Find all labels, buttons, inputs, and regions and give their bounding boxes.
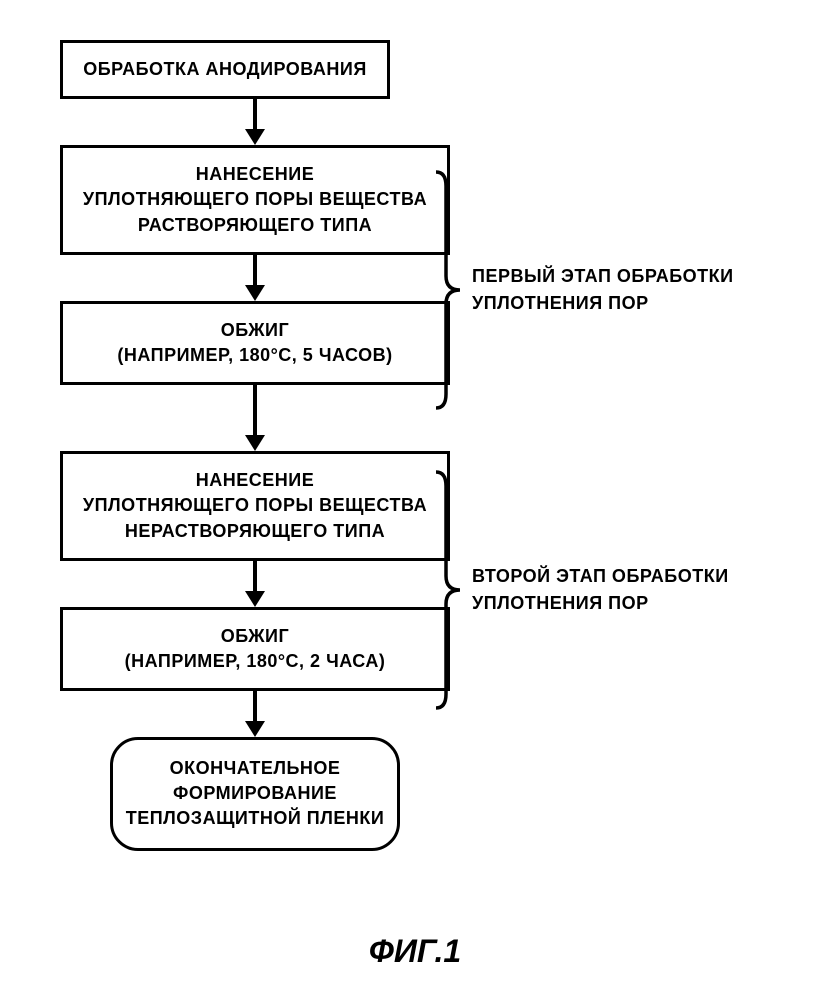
step-label: ОБРАБОТКА АНОДИРОВАНИЯ — [83, 59, 367, 79]
arrow — [60, 385, 450, 451]
step-label: ОБЖИГ — [221, 626, 289, 646]
arrow-head-icon — [245, 285, 265, 301]
figure-caption: ФИГ.1 — [369, 933, 461, 970]
brace-icon — [434, 170, 462, 410]
arrow-line — [253, 385, 257, 437]
arrow-head-icon — [245, 435, 265, 451]
step-firing-1: ОБЖИГ (НАПРИМЕР, 180°C, 5 ЧАСОВ) — [60, 301, 450, 385]
flowchart: ОБРАБОТКА АНОДИРОВАНИЯ НАНЕСЕНИЕ УПЛОТНЯ… — [60, 40, 810, 851]
step-anodizing: ОБРАБОТКА АНОДИРОВАНИЯ — [60, 40, 390, 99]
brace-label: ПЕРВЫЙ ЭТАП ОБРАБОТКИ УПЛОТНЕНИЯ ПОР — [472, 263, 734, 317]
arrow-head-icon — [245, 721, 265, 737]
step-label: НЕРАСТВОРЯЮЩЕГО ТИПА — [125, 521, 385, 541]
step-label: НАНЕСЕНИЕ — [196, 164, 314, 184]
step-final-formation: ОКОНЧАТЕЛЬНОЕ ФОРМИРОВАНИЕ ТЕПЛОЗАЩИТНОЙ… — [110, 737, 400, 851]
step-firing-2: ОБЖИГ (НАПРИМЕР, 180°C, 2 ЧАСА) — [60, 607, 450, 691]
step-label: ОБЖИГ — [221, 320, 289, 340]
arrow-line — [253, 255, 257, 287]
brace-group-1: ПЕРВЫЙ ЭТАП ОБРАБОТКИ УПЛОТНЕНИЯ ПОР — [434, 170, 734, 410]
arrow-line — [253, 691, 257, 723]
step-label: (НАПРИМЕР, 180°C, 2 ЧАСА) — [125, 651, 386, 671]
arrow-line — [253, 99, 257, 131]
step-label: ФОРМИРОВАНИЕ — [173, 783, 337, 803]
arrow-head-icon — [245, 129, 265, 145]
brace-group-2: ВТОРОЙ ЭТАП ОБРАБОТКИ УПЛОТНЕНИЯ ПОР — [434, 470, 729, 710]
step-label: (НАПРИМЕР, 180°C, 5 ЧАСОВ) — [117, 345, 392, 365]
step-label: УПЛОТНЯЮЩЕГО ПОРЫ ВЕЩЕСТВА — [83, 189, 427, 209]
step-label: УПЛОТНЯЮЩЕГО ПОРЫ ВЕЩЕСТВА — [83, 495, 427, 515]
arrow — [60, 691, 450, 737]
step-label: ОКОНЧАТЕЛЬНОЕ — [170, 758, 341, 778]
step-apply-dissolving: НАНЕСЕНИЕ УПЛОТНЯЮЩЕГО ПОРЫ ВЕЩЕСТВА РАС… — [60, 145, 450, 255]
arrow — [60, 99, 450, 145]
step-label: НАНЕСЕНИЕ — [196, 470, 314, 490]
arrow — [60, 255, 450, 301]
arrow-line — [253, 561, 257, 593]
brace-icon — [434, 470, 462, 710]
step-label: РАСТВОРЯЮЩЕГО ТИПА — [138, 215, 372, 235]
arrow-head-icon — [245, 591, 265, 607]
step-apply-nondissolving: НАНЕСЕНИЕ УПЛОТНЯЮЩЕГО ПОРЫ ВЕЩЕСТВА НЕР… — [60, 451, 450, 561]
brace-label: ВТОРОЙ ЭТАП ОБРАБОТКИ УПЛОТНЕНИЯ ПОР — [472, 563, 729, 617]
step-label: ТЕПЛОЗАЩИТНОЙ ПЛЕНКИ — [126, 808, 385, 828]
arrow — [60, 561, 450, 607]
